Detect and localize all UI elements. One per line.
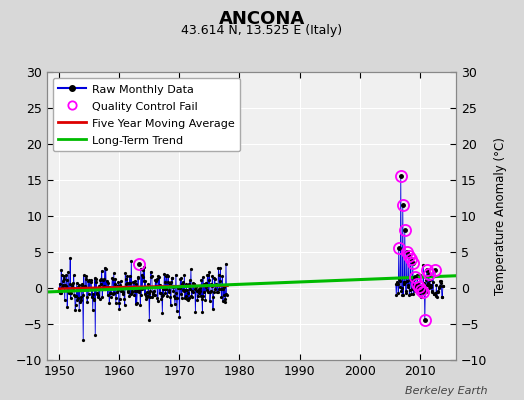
Text: ANCONA: ANCONA	[219, 10, 305, 28]
Text: Berkeley Earth: Berkeley Earth	[405, 386, 487, 396]
Text: 43.614 N, 13.525 E (Italy): 43.614 N, 13.525 E (Italy)	[181, 24, 343, 37]
Legend: Raw Monthly Data, Quality Control Fail, Five Year Moving Average, Long-Term Tren: Raw Monthly Data, Quality Control Fail, …	[53, 78, 240, 151]
Y-axis label: Temperature Anomaly (°C): Temperature Anomaly (°C)	[494, 137, 507, 295]
